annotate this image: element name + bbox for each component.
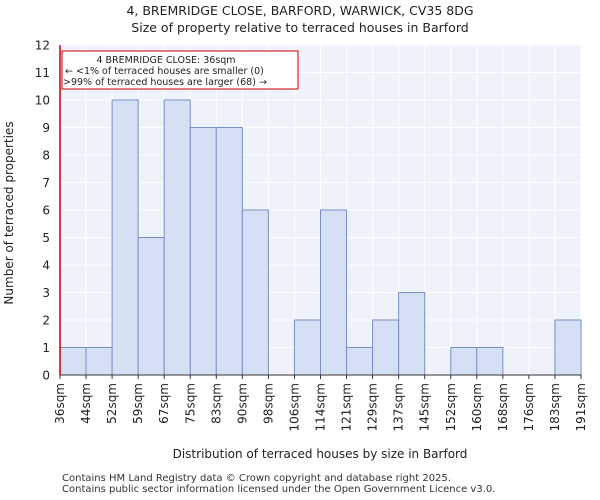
- x-axis-label: Distribution of terraced houses by size …: [173, 447, 468, 461]
- y-tick-label: 8: [42, 149, 50, 163]
- x-tick-label: 121sqm: [340, 383, 354, 431]
- annotation-layer: 4 BREMRIDGE CLOSE: 36sqm ← <1% of terrac…: [61, 50, 299, 90]
- x-tick-label: 98sqm: [261, 383, 275, 424]
- y-tick-label: 0: [42, 369, 50, 383]
- histogram-bar: [163, 99, 191, 376]
- bars-layer: [59, 99, 582, 376]
- x-tick-label: 183sqm: [548, 383, 562, 431]
- y-tick-label: 4: [42, 259, 50, 273]
- histogram-bar: [241, 209, 269, 376]
- footer-line-1: Contains HM Land Registry data © Crown c…: [62, 473, 451, 484]
- histogram-bar: [293, 319, 322, 376]
- x-tick-label: 90sqm: [235, 383, 249, 424]
- histogram-bar: [450, 347, 478, 376]
- y-tick-label: 7: [42, 176, 50, 190]
- histogram-bar: [398, 292, 426, 376]
- x-tick-label: 83sqm: [209, 383, 223, 424]
- x-tick-label: 44sqm: [79, 383, 93, 424]
- annotation-line-1: 4 BREMRIDGE CLOSE: 36sqm: [96, 55, 235, 66]
- histogram-bar: [476, 347, 504, 376]
- x-tick-label: 59sqm: [131, 383, 145, 424]
- y-tick-label: 2: [42, 314, 50, 328]
- chart-title: 4, BREMRIDGE CLOSE, BARFORD, WARWICK, CV…: [126, 3, 474, 18]
- x-tick-label: 152sqm: [444, 383, 458, 431]
- x-tick-label: 191sqm: [574, 383, 588, 431]
- chart-subtitle: Size of property relative to terraced ho…: [131, 20, 469, 35]
- x-tick-label: 75sqm: [183, 383, 197, 424]
- x-tick-label: 67sqm: [157, 383, 171, 424]
- x-tick-label: 36sqm: [53, 383, 67, 424]
- x-tick-label: 160sqm: [470, 383, 484, 431]
- x-tick-label: 52sqm: [105, 383, 119, 424]
- x-tick-label: 145sqm: [418, 383, 432, 431]
- histogram-bar: [215, 127, 243, 376]
- y-tick-label: 12: [35, 39, 50, 53]
- x-tick-label: 168sqm: [496, 383, 510, 431]
- y-tick-label: 1: [42, 341, 50, 355]
- histogram-bar: [59, 347, 87, 376]
- histogram-bar: [320, 209, 348, 376]
- y-tick-label: 3: [42, 286, 50, 300]
- y-tick-label: 5: [42, 231, 50, 245]
- y-tick-label: 10: [35, 94, 50, 108]
- annotation-line-3: >99% of terraced houses are larger (68) …: [63, 77, 267, 88]
- y-tick-label: 6: [42, 204, 50, 218]
- annotation-line-2: ← <1% of terraced houses are smaller (0): [65, 66, 264, 77]
- y-tick-label: 9: [42, 121, 50, 135]
- footer-line-2: Contains public sector information licen…: [62, 484, 496, 495]
- histogram-bar: [346, 347, 374, 376]
- x-tick-label: 106sqm: [287, 383, 301, 431]
- histogram-bar: [372, 319, 400, 376]
- x-tick-label: 176sqm: [522, 383, 536, 431]
- histogram-bar: [137, 237, 165, 376]
- annotation-box: [61, 50, 299, 90]
- y-axis-label: Number of terraced properties: [2, 121, 16, 304]
- x-tick-label: 137sqm: [392, 383, 406, 431]
- histogram-bar: [189, 127, 217, 376]
- x-tick-label: 114sqm: [314, 383, 328, 431]
- y-tick-label: 11: [35, 66, 50, 80]
- x-tick-label: 129sqm: [366, 383, 380, 431]
- histogram-bar: [111, 99, 139, 376]
- histogram-bar: [85, 347, 113, 376]
- histogram-bar: [554, 319, 582, 376]
